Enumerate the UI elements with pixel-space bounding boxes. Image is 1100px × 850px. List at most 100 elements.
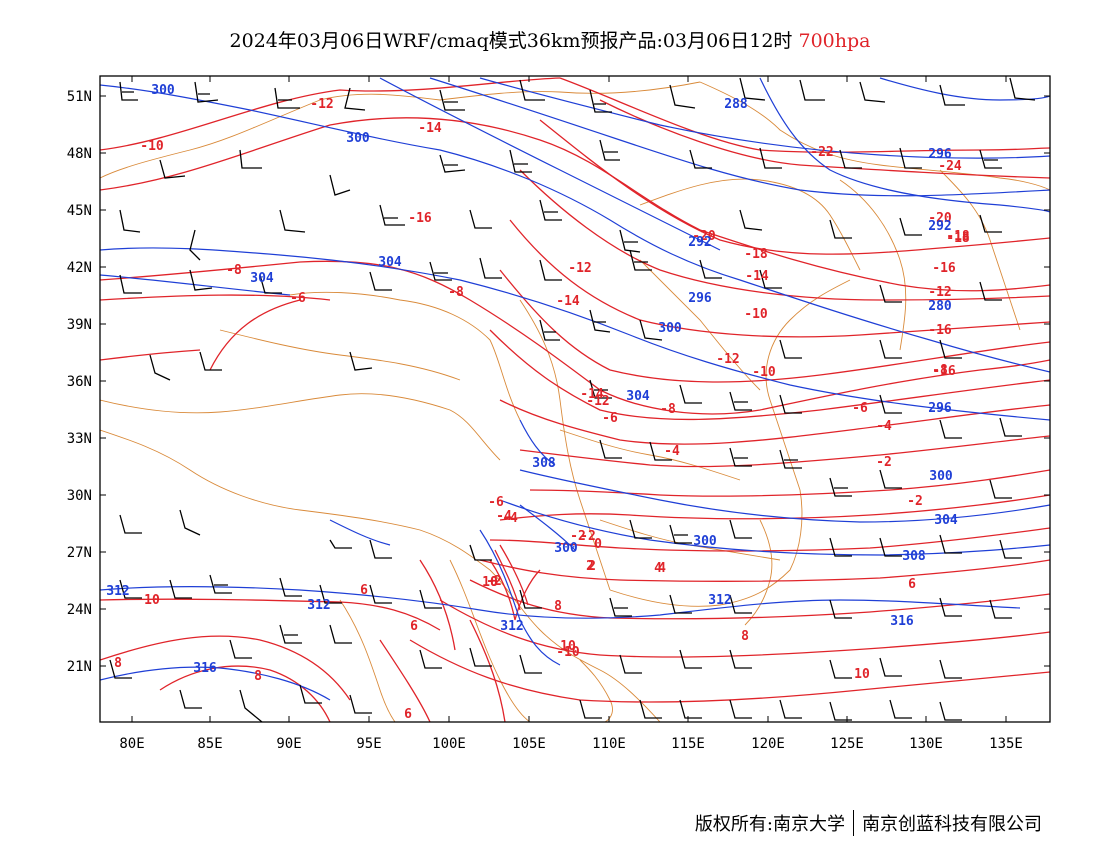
temperature-contour-labels: -12-14-10-16-20 -18-22-24-18-8-6 -8-20-18-… — [114, 97, 970, 722]
temperature-label: -14 — [418, 121, 442, 136]
temperature-label: 6 — [404, 707, 412, 722]
temperature-label: -12 — [310, 97, 333, 112]
temperature-label: -10 — [556, 645, 580, 660]
axis-ticks — [100, 76, 1050, 722]
temperature-label: -16 — [932, 364, 956, 379]
company-name: 南京创蓝科技有限公司 — [862, 814, 1042, 835]
title-level: 700hpa — [798, 30, 871, 52]
temperature-label: -18 — [946, 231, 970, 246]
lat-label-33N: 33N — [67, 431, 92, 447]
temperature-label: -2 — [907, 494, 923, 509]
plot-frame — [99, 75, 1051, 723]
height-label: 300 — [346, 131, 370, 146]
lon-label-100E: 100E — [432, 736, 466, 752]
temperature-label: -12 — [568, 261, 591, 276]
lon-label-105E: 105E — [512, 736, 546, 752]
lat-label-36N: 36N — [67, 374, 92, 390]
height-label: 312 — [500, 619, 523, 634]
temperature-label: -2 — [486, 574, 502, 589]
wind-barbs — [109, 77, 1036, 722]
temperature-label: 6 — [908, 577, 916, 592]
temperature-label: -20 — [928, 211, 952, 226]
height-label: 316 — [890, 614, 914, 629]
temperature-label: -6 — [290, 291, 306, 306]
lat-label-21N: 21N — [67, 659, 92, 675]
temperature-label: -2 — [580, 529, 596, 544]
temperature-label: -12 — [716, 352, 739, 367]
height-label: 308 — [902, 549, 926, 564]
lon-label-85E: 85E — [197, 736, 222, 752]
lat-label-51N: 51N — [67, 89, 92, 105]
temperature-label: -14 — [745, 269, 769, 284]
height-label: 296 — [928, 147, 952, 162]
temperature-label: -12 — [586, 394, 609, 409]
temperature-label: 6 — [360, 583, 368, 598]
lon-label-130E: 130E — [909, 736, 943, 752]
temperature-label: -4 — [876, 419, 892, 434]
height-label: 300 — [658, 321, 682, 336]
temperature-label: 4 — [654, 561, 662, 576]
temperature-label: 10 — [854, 667, 870, 682]
temperature-label: 2 — [588, 559, 596, 574]
temperature-label: -4 — [502, 511, 518, 526]
lon-label-115E: 115E — [671, 736, 705, 752]
lat-label-45N: 45N — [67, 203, 92, 219]
map-title: 2024年03月06日WRF/cmaq模式36km预报产品:03月06日12时 … — [0, 26, 1100, 53]
temperature-label: -4 — [496, 509, 512, 524]
lon-label-80E: 80E — [119, 736, 144, 752]
lon-label-110E: 110E — [592, 736, 626, 752]
temperature-label: -12 — [928, 285, 951, 300]
lat-label-48N: 48N — [67, 146, 92, 162]
temperature-label: -6 — [602, 411, 618, 426]
temperature-label: -20 — [692, 229, 716, 244]
height-label: 312 — [106, 584, 129, 599]
temperature-label: -2 — [876, 455, 892, 470]
footer-separator — [853, 810, 854, 836]
height-label: 300 — [929, 469, 953, 484]
temperature-label: -8 — [226, 263, 242, 278]
temperature-label: -4 — [664, 444, 680, 459]
height-label: 300 — [554, 541, 578, 556]
height-label: 316 — [193, 661, 217, 676]
lon-label-135E: 135E — [989, 736, 1023, 752]
lon-label-90E: 90E — [276, 736, 301, 752]
map-plot-area: -12-14-10-16-20 -18-22-24-18-8-6 -8-20-18-… — [100, 77, 1050, 722]
temperature-label: 10 — [144, 593, 160, 608]
temperature-label: -22 — [810, 145, 833, 160]
height-label: 300 — [151, 83, 175, 98]
temperature-label: 4 — [658, 561, 666, 576]
temperature-label: 6 — [410, 619, 418, 634]
temperature-label: 8 — [741, 629, 749, 644]
temperature-label: 8 — [254, 669, 262, 684]
temperature-label: -6 — [488, 495, 504, 510]
title-main: 2024年03月06日WRF/cmaq模式36km预报产品:03月06日12时 — [229, 30, 793, 52]
height-label: 280 — [928, 299, 952, 314]
longitude-labels: 80E 85E 90E 95E 100E 105E 110E 115E 120E 125E 130E… — [119, 736, 1023, 752]
height-label: 292 — [688, 235, 711, 250]
lat-label-42N: 42N — [67, 260, 92, 276]
temperature-label: -10 — [744, 307, 768, 322]
temperature-label: -16 — [928, 323, 952, 338]
border-lines — [100, 81, 1050, 722]
height-contour-labels: 3003002883043042922963003043083002962963… — [106, 83, 958, 676]
height-label: 296 — [928, 401, 952, 416]
lon-label-95E: 95E — [356, 736, 381, 752]
temperature-label: 2 — [586, 559, 594, 574]
temperature-label: -10 — [752, 365, 776, 380]
temperature-label: -16 — [408, 211, 432, 226]
temperature-label: -18 — [744, 247, 768, 262]
height-label: 304 — [250, 271, 274, 286]
temperature-label: -2 — [570, 529, 586, 544]
copyright-text: 版权所有:南京大学 — [694, 814, 845, 835]
latitude-labels: 51N 48N 45N 42N 39N 36N 33N 30N 27N 24N 21N — [67, 89, 92, 675]
temperature-label: 0 — [594, 537, 602, 552]
height-label: 296 — [688, 291, 712, 306]
height-label: 288 — [724, 97, 748, 112]
temperature-label: -18 — [946, 229, 970, 244]
temperature-label: 8 — [114, 656, 122, 671]
temperature-label: -8 — [660, 402, 676, 417]
copyright-footer: 版权所有:南京大学 南京创蓝科技有限公司 — [695, 810, 1042, 836]
temperature-label: -8 — [932, 363, 948, 378]
lat-label-39N: 39N — [67, 317, 92, 333]
lon-label-120E: 120E — [751, 736, 785, 752]
